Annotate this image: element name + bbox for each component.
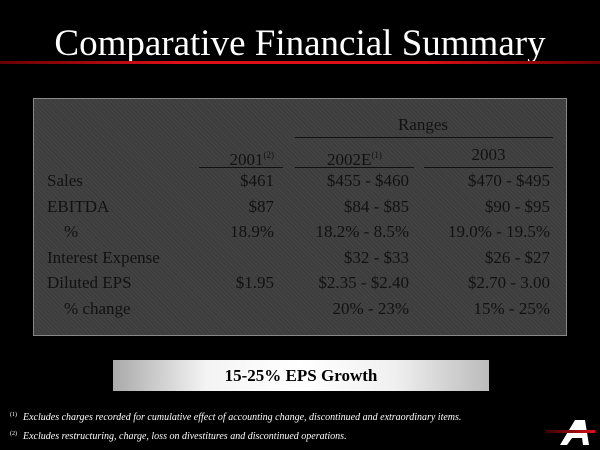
financial-summary-table: Ranges 2001(2) 2002E(1) 2003 Sales $461 $4… [33, 98, 567, 336]
row-label: EBITDA [47, 196, 110, 216]
row-label: Sales [47, 171, 83, 190]
table-cell: $2.70 - 3.00 [467, 273, 550, 292]
footnote-2: (2) Excludes restructuring, charge, loss … [10, 431, 347, 442]
ranges-underline [295, 137, 553, 138]
table-cell: 18.9% [230, 222, 274, 241]
column-underline [424, 167, 553, 168]
column-header-2003: 2003 [471, 145, 506, 164]
table-cell: $87 [248, 196, 275, 216]
table-cell: $90 - $95 [484, 196, 550, 216]
table-cell: $32 - $33 [343, 247, 409, 267]
column-underline [199, 167, 283, 168]
footnote-1: (1) Excludes charges recorded for cumulat… [10, 412, 462, 423]
group-header-ranges: Ranges [397, 115, 449, 134]
table-cell: 19.0% - 19.5% [448, 222, 550, 241]
table-cell: $26 - $27 [484, 247, 550, 267]
row-label: Diluted EPS [47, 273, 132, 292]
column-underline [295, 167, 414, 168]
table-cell: $455 - $460 [326, 171, 409, 190]
table-cell: 18.2% - 8.5% [315, 222, 409, 241]
table-cell: $470 - $495 [467, 171, 550, 190]
eps-growth-banner: 15-25% EPS Growth [113, 360, 489, 391]
column-header-2001: 2001(2) [229, 150, 275, 169]
table-cell: $461 [240, 171, 274, 190]
slide-title: Comparative Financial Summary [54, 23, 546, 64]
table-cell: 20% - 23% [332, 298, 409, 318]
table-cell: $2.35 - $2.40 [318, 273, 409, 292]
row-label: % change [64, 298, 131, 318]
column-header-2002e: 2002E(1) [327, 150, 382, 169]
table-cell: $84 - $85 [343, 196, 409, 216]
row-label: % [64, 222, 79, 241]
table-cell: 15% - 25% [473, 298, 550, 318]
row-label: Interest Expense [47, 247, 160, 267]
title-divider [0, 61, 600, 64]
company-logo-icon [545, 420, 595, 445]
table-cell: $1.95 [235, 273, 274, 292]
